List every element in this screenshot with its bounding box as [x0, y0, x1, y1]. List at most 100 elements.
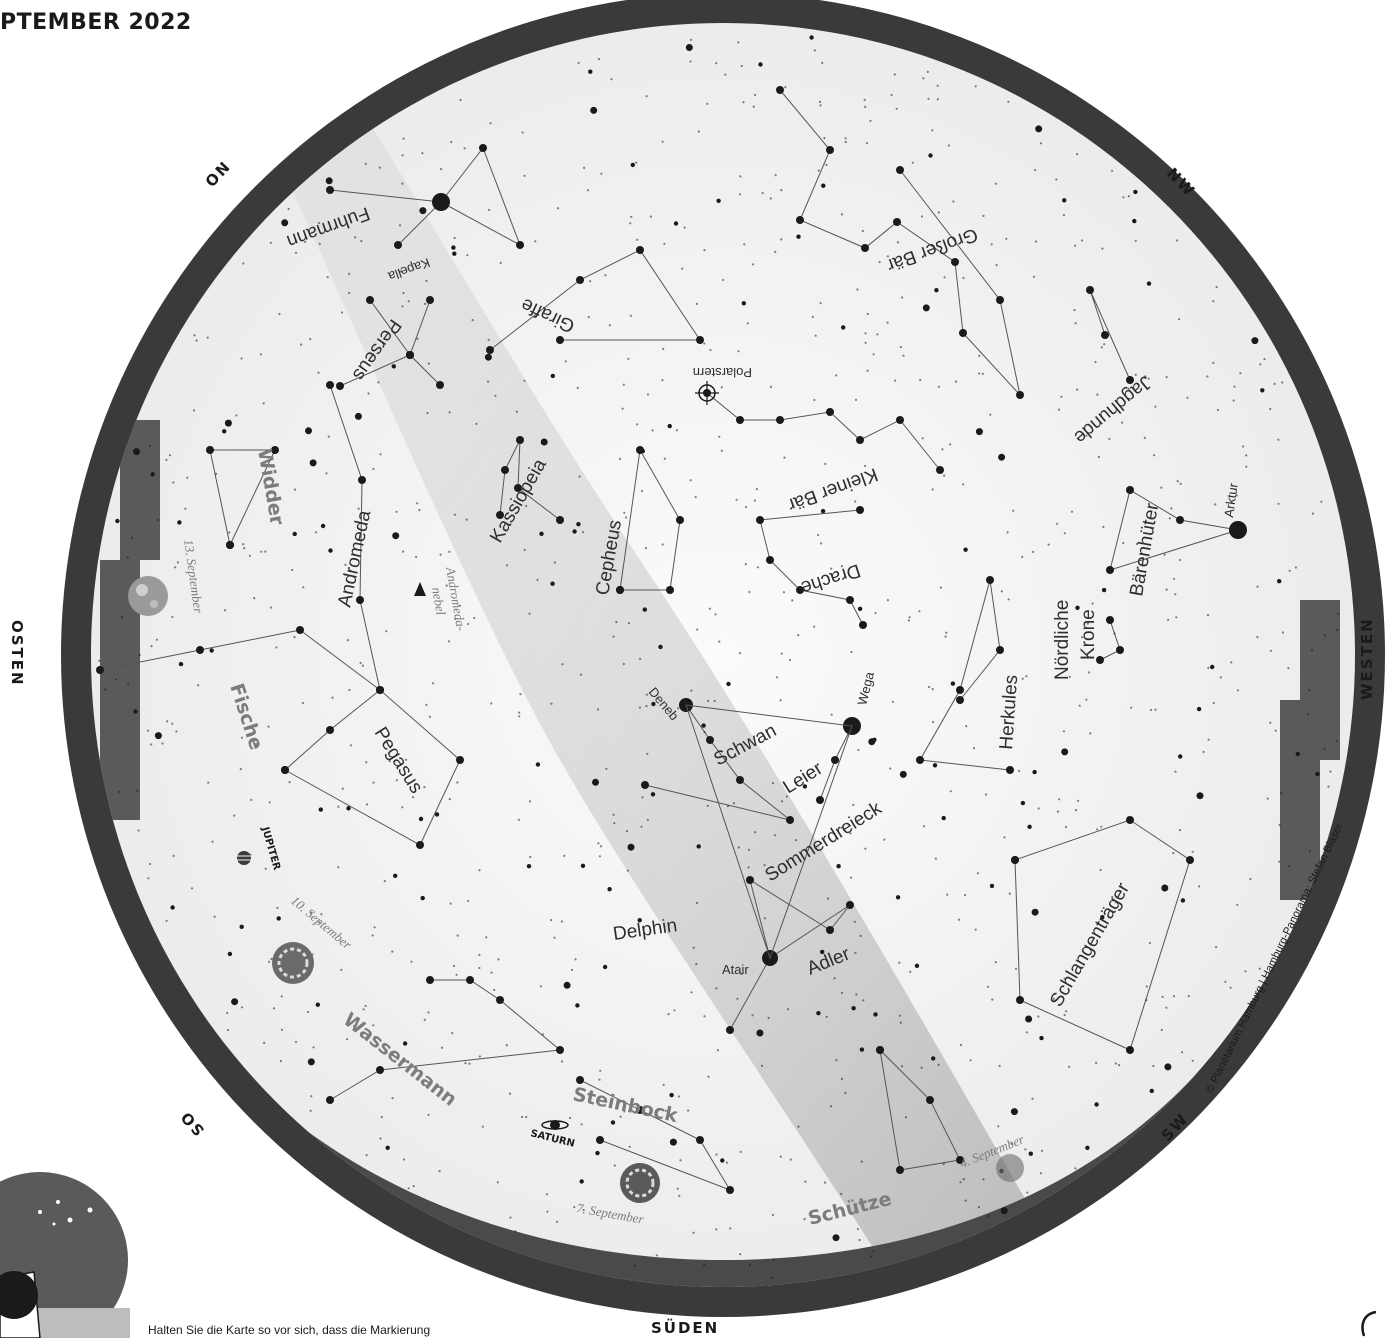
star	[471, 319, 474, 322]
star	[579, 1179, 584, 1184]
star	[898, 961, 901, 964]
star	[753, 499, 757, 502]
star	[534, 240, 537, 243]
star	[478, 1055, 481, 1058]
star	[1215, 286, 1218, 289]
star	[742, 101, 745, 104]
star	[902, 354, 905, 357]
star	[1224, 980, 1227, 983]
star	[1102, 525, 1105, 529]
star	[934, 288, 939, 293]
star	[1056, 522, 1059, 525]
star	[580, 863, 586, 868]
star	[945, 631, 948, 634]
star	[898, 1014, 902, 1017]
star	[425, 703, 428, 707]
star	[748, 590, 751, 594]
star	[490, 702, 493, 705]
star	[1210, 664, 1215, 670]
star	[735, 498, 738, 501]
star	[1323, 634, 1326, 637]
star	[651, 701, 656, 707]
star	[287, 207, 290, 210]
star	[156, 518, 159, 522]
star	[207, 781, 210, 784]
star	[908, 616, 911, 619]
star	[623, 1110, 626, 1113]
constellation-star	[1126, 486, 1134, 494]
star	[1096, 828, 1099, 831]
star	[1010, 1142, 1013, 1145]
star	[1161, 995, 1164, 999]
star	[478, 869, 481, 872]
star	[1052, 997, 1055, 1001]
constellation-star	[696, 336, 704, 344]
star	[821, 183, 826, 188]
star	[866, 312, 869, 316]
star	[1039, 142, 1042, 145]
star	[813, 398, 816, 402]
star	[539, 531, 544, 536]
star	[1021, 677, 1024, 680]
star	[1295, 751, 1301, 757]
star	[392, 532, 400, 540]
star	[982, 214, 985, 217]
star	[791, 599, 794, 602]
star	[943, 276, 946, 279]
star	[421, 152, 424, 155]
star	[337, 805, 340, 808]
kapella-star	[432, 193, 450, 211]
star	[1032, 769, 1037, 775]
star	[563, 981, 571, 989]
star	[720, 1158, 725, 1163]
star	[918, 610, 921, 613]
star	[889, 767, 892, 770]
constellation-star	[766, 556, 774, 564]
constellation-star	[96, 666, 104, 674]
star	[456, 934, 459, 937]
star	[453, 236, 456, 240]
star	[235, 414, 238, 417]
star	[1081, 636, 1084, 639]
star	[171, 722, 174, 725]
star	[998, 453, 1006, 461]
star	[231, 998, 239, 1006]
star	[488, 208, 491, 211]
star	[1018, 769, 1021, 773]
constellation-star	[736, 416, 744, 424]
star	[367, 392, 370, 395]
star	[832, 1234, 840, 1242]
star	[509, 1216, 512, 1219]
star	[1175, 239, 1179, 242]
star	[622, 662, 625, 666]
constellation-star	[394, 241, 402, 249]
star	[690, 991, 693, 994]
star	[359, 661, 362, 665]
star	[962, 483, 965, 486]
star	[1327, 785, 1330, 788]
star	[626, 869, 629, 872]
moon-sep4-icon	[996, 1154, 1024, 1182]
star	[1256, 636, 1259, 639]
star	[1170, 507, 1173, 510]
star	[411, 796, 415, 799]
star	[353, 1024, 356, 1028]
star	[327, 435, 330, 438]
star	[627, 843, 635, 851]
star	[1121, 421, 1124, 424]
star	[1076, 153, 1079, 156]
star	[841, 325, 846, 330]
constellation-star	[996, 296, 1004, 304]
star	[775, 676, 779, 679]
constellation-star	[856, 506, 864, 514]
star	[1174, 593, 1177, 596]
constellation-star	[796, 586, 804, 594]
star	[994, 961, 997, 964]
star	[844, 140, 847, 144]
star	[1058, 798, 1061, 801]
star	[695, 901, 699, 905]
star	[269, 241, 272, 244]
star	[994, 182, 997, 185]
star	[485, 936, 488, 939]
star	[943, 474, 946, 477]
